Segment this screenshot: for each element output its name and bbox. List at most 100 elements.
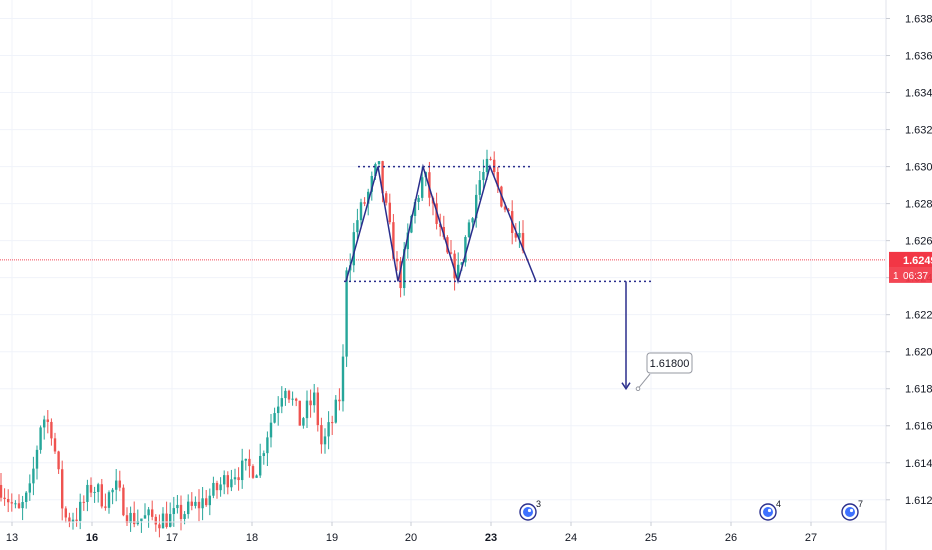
- candle-body: [327, 422, 330, 437]
- x-axis-ticks: 13 16 17 18 19 20 23 24 25 26 27: [6, 522, 817, 544]
- candle-body: [161, 513, 165, 529]
- candle-body: [57, 451, 60, 470]
- price-tag-value: 1.62496: [903, 255, 932, 267]
- candle-body: [17, 503, 21, 509]
- y-tick-label: 1.63000: [905, 162, 932, 174]
- candle-body: [341, 356, 345, 402]
- candle-body: [172, 508, 175, 515]
- candles-layer: [0, 149, 525, 538]
- candle-body: [406, 232, 409, 250]
- x-tick-label: 13: [6, 532, 18, 544]
- candle-body: [28, 483, 31, 493]
- candle-body: [125, 515, 129, 524]
- candle-body: [111, 489, 114, 493]
- event-count: 4: [776, 499, 781, 509]
- candle-body: [460, 262, 463, 265]
- grid-lines: [0, 0, 886, 522]
- candle-body: [359, 202, 363, 221]
- candle-body: [64, 508, 67, 518]
- x-tick-label: 27: [805, 532, 817, 544]
- candle-body: [269, 422, 273, 438]
- candle-body: [413, 202, 417, 216]
- candle-body: [457, 264, 460, 279]
- candle-body: [403, 249, 406, 289]
- candle-body: [496, 172, 499, 187]
- candle-body: [334, 399, 337, 423]
- event-icon[interactable]: 7: [841, 499, 863, 521]
- candle-body: [298, 400, 301, 426]
- y-tick-label: 1.61400: [905, 458, 932, 470]
- event-icon[interactable]: 4: [759, 499, 781, 521]
- candle-body: [316, 392, 319, 426]
- y-tick-label: 1.63600: [905, 51, 932, 63]
- candle-body: [467, 222, 471, 238]
- candle-body: [313, 392, 316, 406]
- y-tick-label: 1.61600: [905, 421, 932, 433]
- event-markers[interactable]: 3 4 7: [519, 499, 863, 521]
- target-arrow-head: [621, 382, 631, 391]
- candle-body: [215, 482, 219, 491]
- candle-body: [219, 484, 222, 491]
- y-tick-label: 1.63800: [905, 14, 932, 26]
- candle-body: [478, 180, 481, 195]
- candle-body: [338, 399, 341, 402]
- current-price-label: 1.62496 06:37 1: [889, 251, 932, 283]
- candle-body: [158, 524, 161, 529]
- candle-body: [140, 518, 143, 522]
- candle-body: [154, 516, 157, 525]
- candle-body: [248, 458, 251, 467]
- event-count: 7: [858, 499, 863, 509]
- candle-body: [284, 390, 287, 399]
- candle-body: [320, 425, 323, 445]
- candle-body: [385, 193, 388, 203]
- candle-body: [392, 222, 395, 259]
- triple-top-pattern[interactable]: 1.61800: [344, 163, 693, 392]
- candle-body: [331, 422, 334, 424]
- candle-body: [205, 498, 208, 506]
- candle-body: [169, 514, 172, 527]
- candle-body: [363, 202, 366, 204]
- candle-body: [194, 501, 197, 506]
- candle-body: [323, 436, 327, 445]
- candle-body: [32, 468, 35, 484]
- candle-body: [53, 438, 57, 452]
- x-tick-label: 18: [246, 532, 258, 544]
- candle-body: [374, 164, 377, 176]
- candle-body: [367, 191, 370, 204]
- target-callout-label: 1.61800: [650, 358, 690, 370]
- candle-body: [291, 398, 294, 400]
- callout-anchor: [635, 386, 641, 392]
- candle-body: [518, 232, 521, 238]
- candle-body: [280, 398, 283, 407]
- candle-body: [255, 475, 258, 478]
- candle-body: [14, 503, 17, 505]
- y-tick-label: 1.63400: [905, 88, 932, 100]
- candle-body: [75, 519, 78, 521]
- candle-body: [475, 194, 478, 219]
- zigzag-line: [345, 163, 537, 285]
- candle-body: [223, 475, 226, 485]
- candle-body: [7, 498, 10, 503]
- candle-body: [82, 501, 85, 503]
- y-tick-label: 1.62800: [905, 199, 932, 211]
- target-callout[interactable]: [646, 352, 693, 374]
- candle-body: [503, 206, 507, 210]
- candle-body: [68, 517, 71, 522]
- candle-body: [507, 209, 510, 212]
- candle-body: [35, 449, 39, 469]
- x-tick-label: 16: [86, 532, 98, 544]
- candle-body: [179, 504, 183, 520]
- event-icon[interactable]: 3: [519, 499, 541, 521]
- candle-body: [197, 501, 201, 509]
- candle-body: [309, 400, 312, 406]
- event-icon-dot: [849, 508, 854, 513]
- candle-body: [61, 469, 64, 509]
- candle-body: [97, 484, 100, 492]
- candle-body: [50, 421, 53, 439]
- candle-body: [39, 427, 42, 450]
- candle-body: [233, 477, 237, 480]
- x-tick-label: 24: [565, 532, 577, 544]
- candle-body: [377, 161, 381, 165]
- candle-body: [442, 226, 445, 238]
